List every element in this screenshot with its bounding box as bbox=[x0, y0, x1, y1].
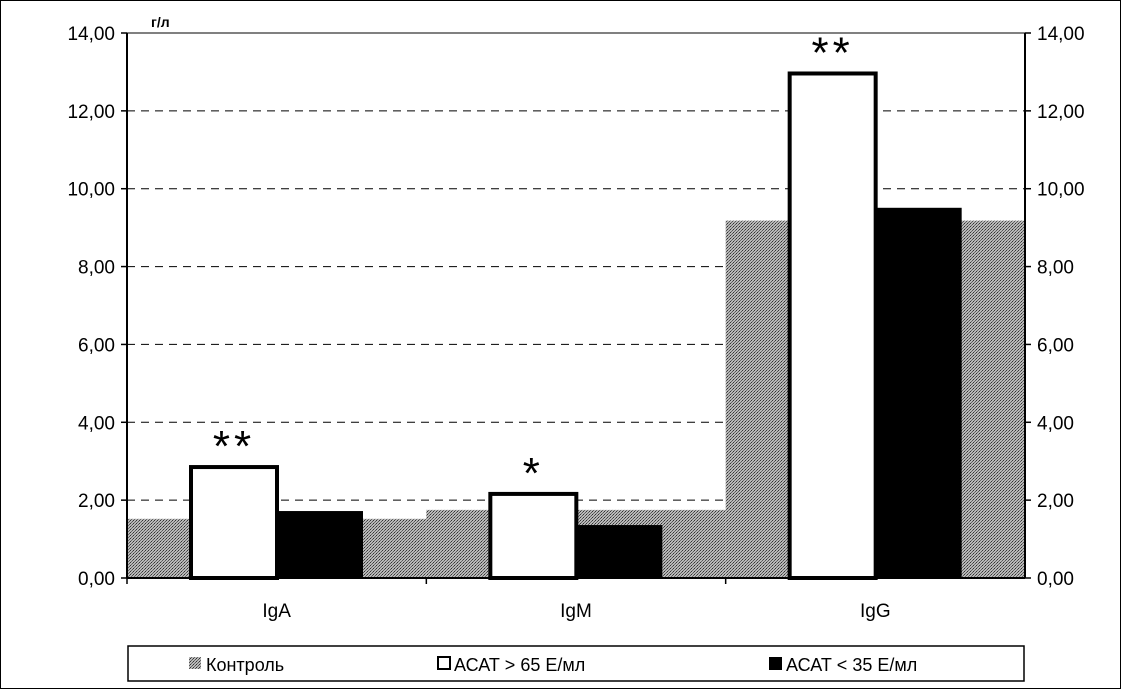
bar-high-IgM bbox=[488, 491, 579, 580]
legend-swatch-low bbox=[769, 657, 782, 670]
significance-mark: ** bbox=[213, 422, 255, 471]
y-tick-label-right: 8,00 bbox=[1037, 258, 1074, 279]
bar-low-IgA bbox=[277, 511, 363, 578]
legend: Контроль АСАТ > 65 Е/мл АСАТ < 35 Е/мл bbox=[127, 645, 1025, 682]
legend-label-high: АСАТ > 65 Е/мл bbox=[454, 655, 585, 675]
x-tick-label: IgM bbox=[560, 601, 592, 622]
y-tick-label: 4,00 bbox=[78, 413, 115, 434]
y-tick-label-right: 14,00 bbox=[1037, 24, 1085, 45]
y-tick-label: 8,00 bbox=[78, 258, 115, 279]
y-tick-label: 12,00 bbox=[67, 102, 115, 123]
y-tick-label-right: 2,00 bbox=[1037, 491, 1074, 512]
legend-swatch-control bbox=[189, 657, 201, 669]
y-tick-label-right: 4,00 bbox=[1037, 413, 1074, 434]
y-tick-label-right: 0,00 bbox=[1037, 569, 1074, 590]
y-tick-label: 2,00 bbox=[78, 491, 115, 512]
unit-label: г/л bbox=[151, 14, 170, 30]
significance-mark: ** bbox=[812, 28, 854, 77]
y-tick-label-right: 10,00 bbox=[1037, 180, 1085, 201]
bar-high-IgA bbox=[189, 465, 279, 580]
y-tick-label: 14,00 bbox=[67, 24, 115, 45]
x-tick-label: IgA bbox=[262, 601, 291, 622]
bar-low-IgM bbox=[576, 525, 663, 578]
significance-mark: * bbox=[523, 449, 544, 498]
y-tick-label: 0,00 bbox=[78, 569, 115, 590]
bar-high-IgG bbox=[787, 71, 878, 580]
legend-label-low: АСАТ < 35 Е/мл bbox=[786, 655, 917, 675]
y-tick-label-right: 12,00 bbox=[1037, 102, 1085, 123]
bar-low-IgG bbox=[875, 207, 962, 578]
y-tick-label: 10,00 bbox=[67, 180, 115, 201]
legend-label-control: Контроль bbox=[206, 655, 284, 675]
y-tick-label-right: 6,00 bbox=[1037, 335, 1074, 356]
x-tick-label: IgG bbox=[860, 601, 891, 622]
legend-swatch-high bbox=[437, 656, 451, 670]
y-tick-label: 6,00 bbox=[78, 335, 115, 356]
